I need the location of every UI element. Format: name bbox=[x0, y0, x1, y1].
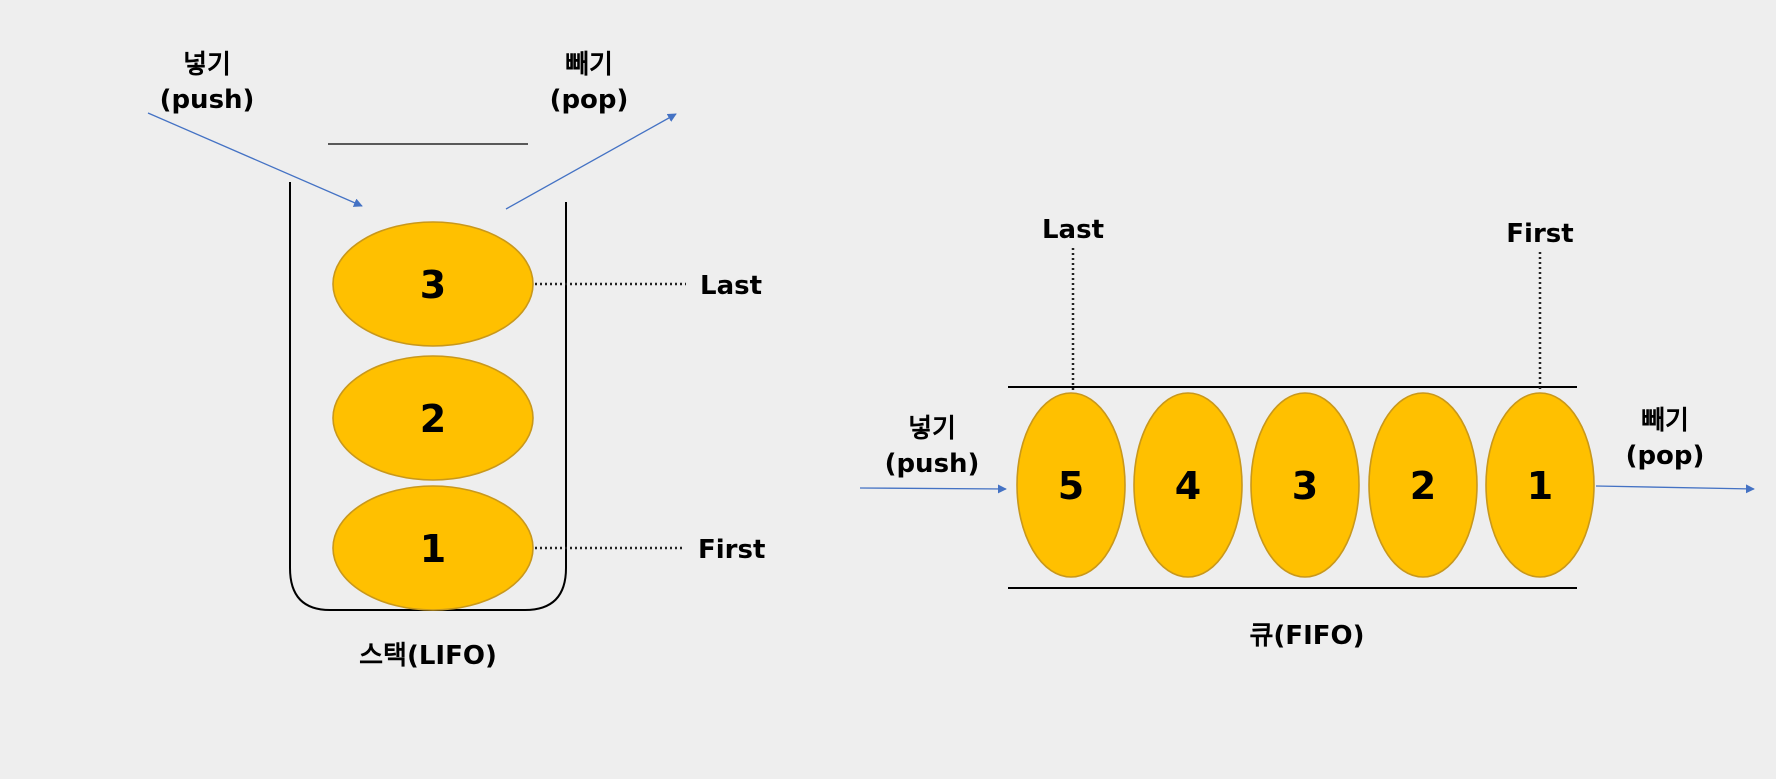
stack-item-3 bbox=[332, 221, 534, 347]
stack-item-1-label: 1 bbox=[420, 527, 446, 571]
queue-first-label: First bbox=[1506, 219, 1573, 249]
queue-item-2 bbox=[1368, 392, 1478, 578]
queue-item-5 bbox=[1016, 392, 1126, 578]
stack-caption: 스택(LIFO) bbox=[359, 641, 497, 671]
stack-push-label: 넣기 bbox=[183, 50, 231, 80]
queue-item-1 bbox=[1485, 392, 1595, 578]
stack-item-2-label: 2 bbox=[420, 397, 446, 441]
queue-pop-sub-label: (pop) bbox=[1626, 441, 1705, 471]
queue-push-arrow bbox=[859, 484, 1007, 494]
stack-diagram: 3 2 1 넣기 (push) 빼기 (pop) Last First 스택(L… bbox=[147, 50, 765, 671]
queue-caption: 큐(FIFO) bbox=[1250, 621, 1365, 651]
queue-item-3-label: 3 bbox=[1292, 464, 1318, 508]
queue-item-5-label: 5 bbox=[1058, 464, 1084, 508]
queue-pop-arrow bbox=[1595, 484, 1755, 494]
queue-item-4 bbox=[1133, 392, 1243, 578]
queue-diagram: 5 4 3 2 1 Last First 넣기 (push) 빼기 (pop) … bbox=[859, 215, 1755, 651]
stack-item-1 bbox=[332, 485, 534, 611]
stack-push-sub-label: (push) bbox=[160, 85, 255, 115]
stack-pop-label: 빼기 bbox=[565, 50, 613, 80]
stack-item-3-label: 3 bbox=[420, 263, 446, 307]
queue-item-1-label: 1 bbox=[1527, 464, 1553, 508]
queue-item-4-label: 4 bbox=[1175, 464, 1201, 508]
queue-item-3 bbox=[1250, 392, 1360, 578]
stack-pop-arrow bbox=[505, 113, 677, 210]
queue-push-label: 넣기 bbox=[908, 414, 956, 444]
stack-item-2 bbox=[332, 355, 534, 481]
stack-push-arrow bbox=[147, 112, 363, 207]
queue-pop-label: 빼기 bbox=[1641, 406, 1689, 436]
stack-pop-sub-label: (pop) bbox=[550, 85, 629, 115]
stack-first-label: First bbox=[698, 535, 765, 565]
queue-last-label: Last bbox=[1042, 215, 1104, 245]
queue-push-sub-label: (push) bbox=[885, 449, 980, 479]
stack-last-label: Last bbox=[700, 271, 762, 301]
queue-item-2-label: 2 bbox=[1410, 464, 1436, 508]
